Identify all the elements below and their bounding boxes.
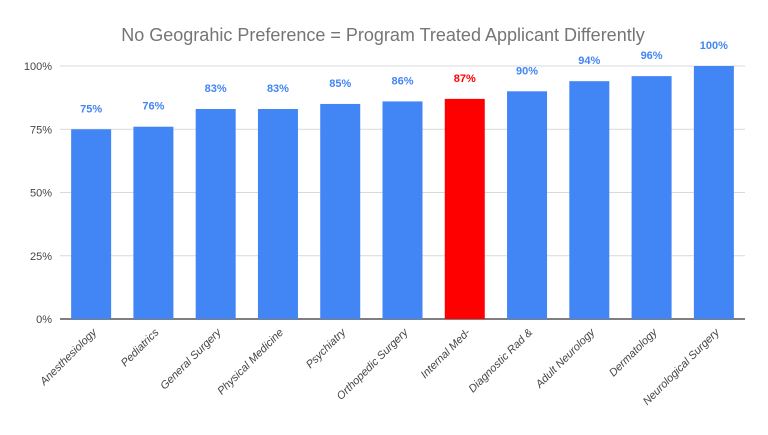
data-label: 86%	[391, 75, 413, 87]
bar	[195, 109, 236, 319]
x-tick-label: General Surgery	[158, 326, 225, 393]
y-tick-label: 100%	[24, 61, 52, 73]
bar	[382, 101, 423, 319]
bar	[257, 109, 298, 319]
bar	[320, 103, 361, 319]
y-tick-label: 75%	[30, 124, 52, 136]
bar	[444, 98, 485, 319]
data-label: 100%	[700, 40, 728, 52]
x-tick-label: Anesthesiology	[37, 326, 100, 389]
x-tick-label: Internal Med-	[419, 326, 474, 381]
data-label: 90%	[516, 65, 538, 77]
chart-title: No Geograhic Preference = Program Treate…	[121, 25, 644, 45]
bar	[631, 76, 672, 320]
y-tick-label: 0%	[36, 314, 52, 326]
y-tick-label: 50%	[30, 188, 52, 200]
y-tick-label: 25%	[30, 251, 52, 263]
bar	[71, 129, 112, 319]
bar	[693, 66, 734, 319]
data-label: 96%	[641, 50, 663, 62]
x-tick-label: Dermatology	[607, 326, 661, 380]
data-label: 83%	[205, 83, 227, 95]
data-label: 75%	[80, 103, 102, 115]
x-tick-label: Pediatrics	[119, 326, 162, 369]
bar	[569, 81, 610, 320]
data-label: 87%	[454, 73, 476, 85]
x-tick-label: Diagnostic Rad &	[467, 327, 536, 396]
data-label: 85%	[329, 78, 351, 90]
data-label: 76%	[142, 101, 164, 113]
data-label: 83%	[267, 83, 289, 95]
x-tick-label: Psychiatry	[304, 326, 349, 371]
x-tick-label: Physical Medicine	[215, 327, 286, 398]
bar	[507, 91, 548, 319]
bar	[133, 126, 174, 319]
data-label: 94%	[578, 55, 600, 67]
x-tick-label: Adult Neurology	[533, 326, 599, 392]
